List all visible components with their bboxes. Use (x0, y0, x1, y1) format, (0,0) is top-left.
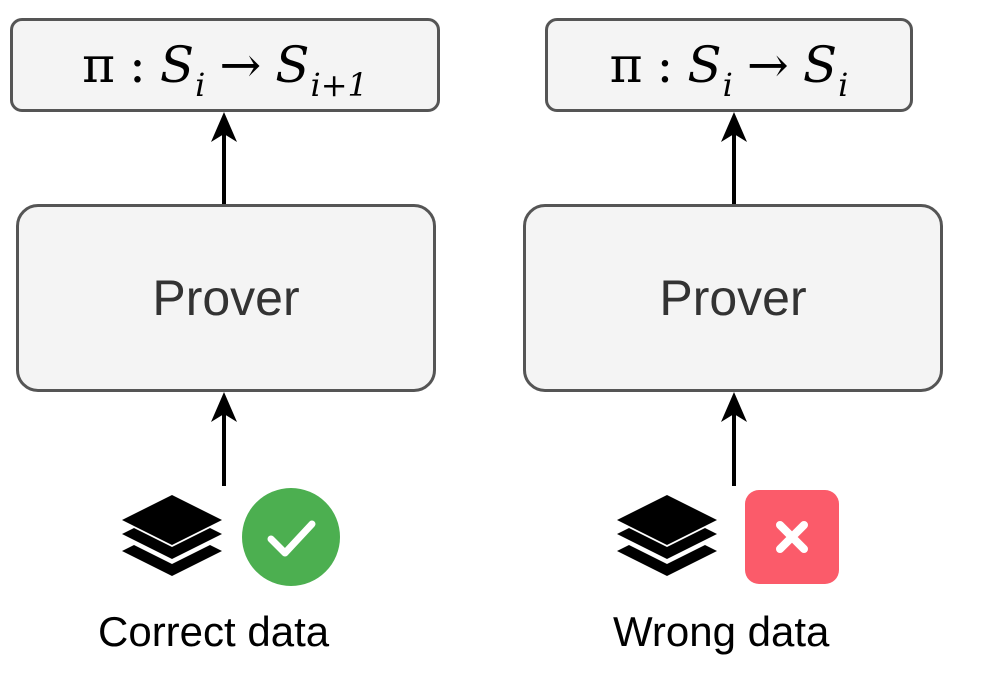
pi-symbol: π (82, 36, 115, 94)
proof-output-box: π : Si → Si+1 (10, 18, 440, 112)
state-subscript: i (195, 66, 206, 104)
stack-layers-icon (122, 495, 222, 576)
data-icon-group (118, 488, 340, 586)
state-subscript: i (722, 66, 733, 104)
prover-label: Prover (659, 270, 807, 326)
up-arrow-to-output (721, 112, 747, 204)
colon-symbol: : (656, 36, 674, 94)
correct-data-panel: π : Si → Si+1 Prover Correct data (10, 18, 440, 655)
correct-data-caption: Correct data (98, 608, 330, 655)
up-arrow-to-prover (721, 392, 747, 486)
colon-symbol: : (128, 36, 146, 94)
prover-label: Prover (152, 270, 300, 326)
state-symbol: Si (159, 36, 206, 104)
wrong-data-panel: π : Si → Si Prover Wrong data (493, 0, 986, 684)
maps-to-arrow: → (219, 36, 262, 94)
check-circle-icon (242, 488, 340, 586)
wrong-data-caption: Wrong data (613, 608, 830, 655)
x-square-icon (745, 490, 839, 584)
data-icon-group (613, 488, 839, 586)
up-arrow-to-prover (211, 392, 237, 486)
next-state-symbol: Si+1 (275, 36, 368, 104)
next-state-subscript: i (838, 66, 849, 104)
next-state-subscript: i+1 (310, 66, 368, 104)
prover-box: Prover (523, 204, 943, 392)
next-state-symbol: Si (802, 36, 849, 104)
proof-output-box: π : Si → Si (545, 18, 913, 112)
maps-to-arrow: → (746, 36, 789, 94)
up-arrow-to-output (211, 112, 237, 204)
pi-symbol: π (609, 36, 643, 94)
prover-box: Prover (16, 204, 436, 392)
proof-formula: π : Si → Si (609, 36, 849, 104)
state-symbol: Si (687, 36, 733, 104)
proof-formula: π : Si → Si+1 (82, 36, 368, 104)
stack-layers-icon (617, 495, 717, 576)
